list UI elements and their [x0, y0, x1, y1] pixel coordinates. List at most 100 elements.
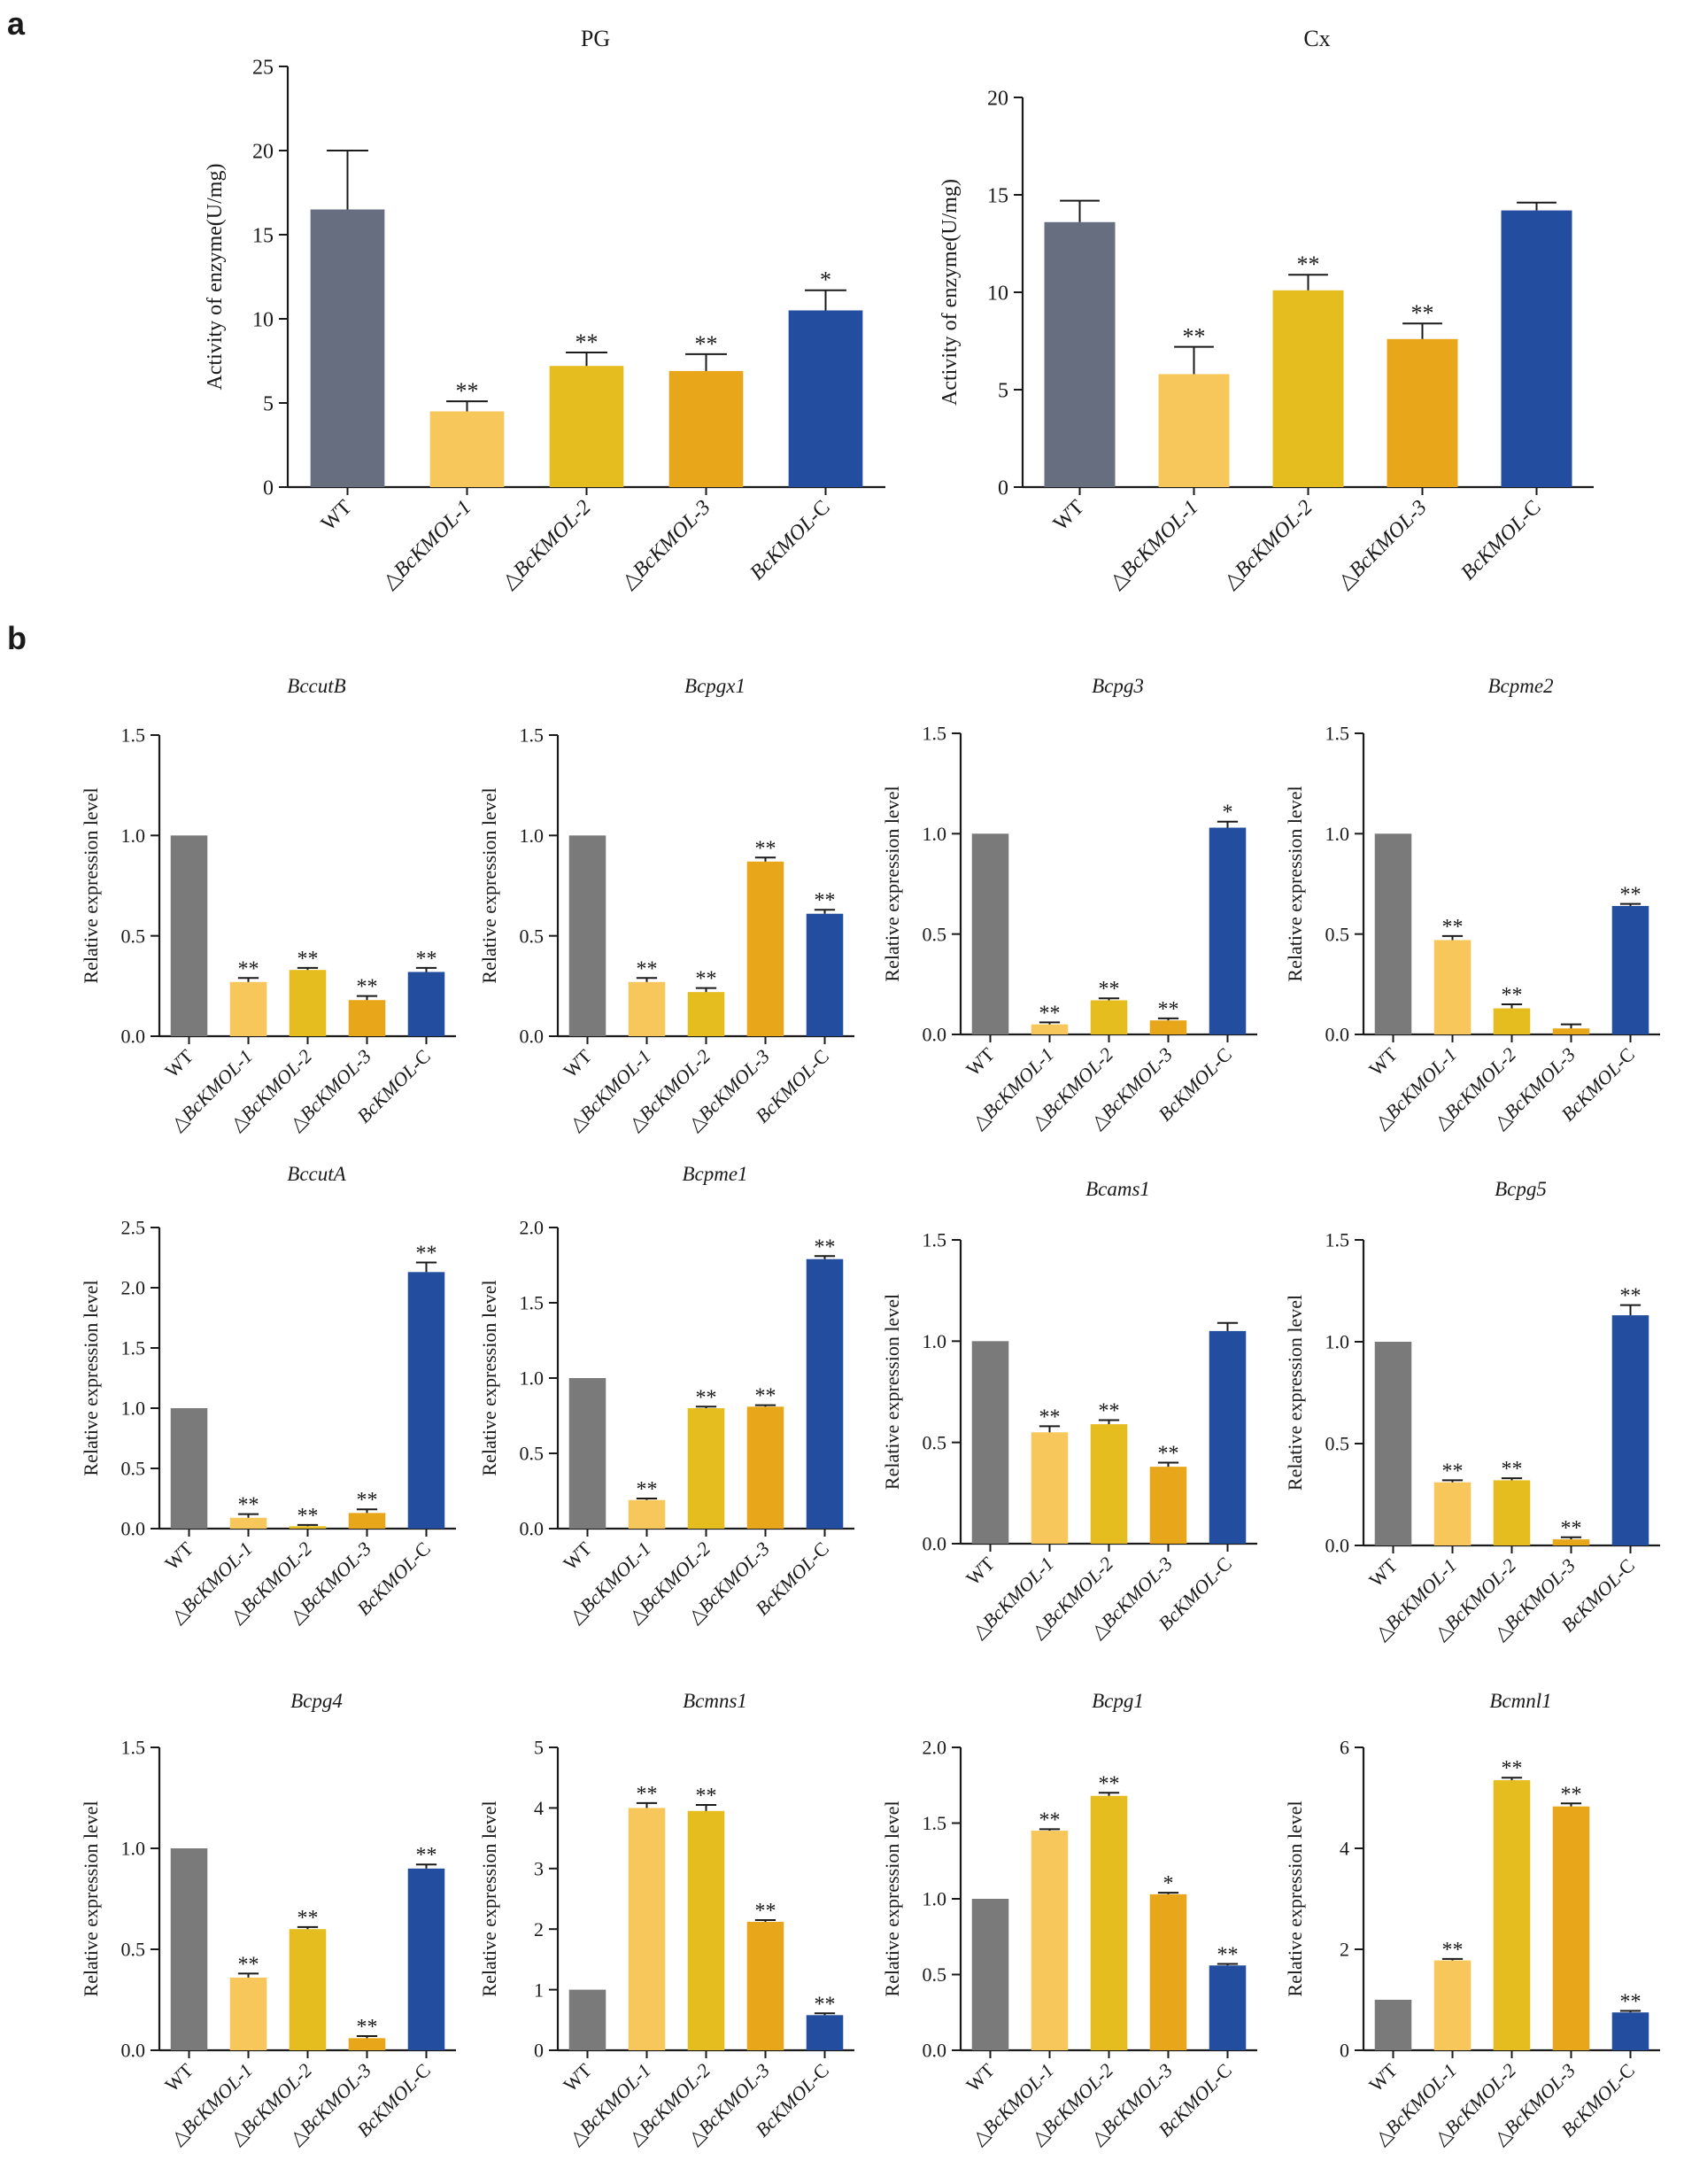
y-tick-label: 2 — [1340, 1939, 1349, 1961]
y-tick-label: 2 — [534, 1918, 544, 1940]
bar-1 — [229, 1977, 267, 2050]
y-axis-label: Relative expression level — [1284, 1801, 1306, 1996]
y-tick-label: 0.0 — [520, 1518, 545, 1540]
y-tick-label: 4 — [534, 1797, 544, 1819]
cat-gene: BcKMOL-3 — [629, 496, 715, 583]
significance-label: ** — [357, 1489, 378, 1512]
y-tick-label: 0.5 — [121, 925, 146, 947]
bar-1 — [429, 411, 505, 487]
y-tick-label: 0.0 — [520, 1026, 545, 1048]
y-tick-label: 0.5 — [520, 925, 545, 947]
y-tick-label: 0.5 — [1325, 1433, 1350, 1455]
bar-1 — [628, 981, 666, 1036]
y-tick-label: 6 — [1340, 1737, 1349, 1759]
significance-label: ** — [416, 1242, 437, 1265]
x-tick-label: WT — [1049, 496, 1089, 536]
y-axis-label: Relative expression level — [80, 787, 102, 983]
chart-bcpme2: Bcpme2 0.0 0.5 1.0 1.5 Relative expression le… — [1284, 675, 1660, 1134]
bar-2 — [1493, 1780, 1531, 2050]
significance-label: * — [1163, 1872, 1174, 1895]
bar-0 — [971, 1899, 1009, 2050]
significance-label: ** — [238, 1494, 259, 1517]
y-axis-label: Activity of enzyme(U/mg) — [204, 164, 227, 391]
chart-title: BccutA — [287, 1163, 346, 1185]
x-tick-label: WT — [962, 1042, 999, 1080]
y-tick-label: 0.5 — [121, 1458, 146, 1480]
bar-1 — [1433, 1482, 1472, 1545]
y-tick-label: 1.0 — [923, 823, 947, 845]
cat-gene: BcKMOL — [745, 511, 819, 585]
bar-2 — [687, 1408, 725, 1529]
bar-4 — [806, 1259, 844, 1529]
significance-label: ** — [1158, 998, 1179, 1021]
y-tick-label: 0.0 — [121, 1026, 146, 1048]
bar-0 — [1374, 833, 1412, 1034]
x-tick-label: BcKMOL-C — [745, 496, 834, 585]
x-tick-label: WT — [160, 2058, 197, 2095]
significance-label: ** — [1502, 1458, 1523, 1481]
y-tick-label: 1.5 — [923, 1229, 947, 1251]
cat-gene: BcKMOL-1 — [1116, 496, 1203, 583]
chart-bcpgx1: Bcpgx1 0.0 0.5 1.0 1.5 Relative expression le… — [478, 675, 854, 1135]
panel-label-a: a — [7, 5, 26, 42]
x-tick-label: △BcKMOL-1 — [1105, 496, 1203, 594]
chart-bccuta: BccutA 0.0 0.5 1.0 1.5 2.0 2.5 Relative express… — [80, 1163, 456, 1628]
bar-3 — [348, 2038, 386, 2050]
significance-label: ** — [1561, 1783, 1582, 1806]
x-tick-label: WT — [559, 1537, 596, 1574]
bar-4 — [1611, 1315, 1649, 1545]
bar-1 — [628, 1499, 666, 1529]
chart-title: Bcpg3 — [1092, 675, 1144, 697]
significance-label: ** — [637, 957, 658, 980]
y-tick-label: 1.5 — [1325, 723, 1350, 745]
y-tick-label: 0.0 — [923, 1533, 947, 1555]
y-tick-label: 1.0 — [1325, 823, 1350, 845]
x-tick-label: △BcKMOL-2 — [1219, 496, 1317, 594]
significance-label: * — [820, 267, 831, 293]
y-tick-label: 0.5 — [1325, 923, 1350, 945]
x-tick-label: △BcKMOL-2 — [498, 496, 596, 594]
chart-title: PG — [581, 26, 610, 51]
panel-label-b: b — [7, 620, 27, 656]
y-tick-label: 1 — [534, 1979, 544, 2001]
x-tick-label: WT — [962, 2058, 999, 2095]
bar-2 — [289, 970, 327, 1036]
bar-2 — [1090, 1424, 1128, 1544]
bar-0 — [568, 1989, 606, 2050]
bar-0 — [170, 1848, 208, 2050]
bar-0 — [971, 1341, 1009, 1544]
significance-label: ** — [637, 1783, 658, 1806]
bar-0 — [1044, 221, 1116, 488]
significance-label: ** — [696, 1785, 717, 1808]
bar-1 — [229, 1517, 267, 1529]
y-axis-label: Relative expression level — [881, 786, 903, 981]
y-tick-label: 10 — [987, 282, 1008, 305]
significance-label: ** — [696, 1386, 717, 1409]
y-tick-label: 0.5 — [520, 1443, 545, 1465]
cat-gene: BcKMOL-1 — [390, 496, 476, 583]
y-tick-label: 1.0 — [121, 1838, 146, 1860]
y-tick-label: 20 — [987, 87, 1008, 110]
bar-2 — [687, 1810, 725, 2050]
cat-gene: BcKMOL-2 — [509, 496, 596, 583]
significance-label: ** — [1561, 1517, 1582, 1540]
y-tick-label: 1.0 — [121, 825, 146, 847]
x-tick-label: WT — [160, 1537, 197, 1574]
y-tick-label: 10 — [252, 308, 274, 331]
y-axis-label: Relative expression level — [478, 1801, 500, 1996]
y-axis-label: Relative expression level — [1284, 786, 1306, 981]
y-tick-label: 3 — [534, 1858, 544, 1880]
significance-label: ** — [755, 1900, 776, 1923]
bar-3 — [668, 370, 744, 487]
significance-label: ** — [416, 1844, 437, 1867]
bar-0 — [1374, 1342, 1412, 1545]
x-tick-label: WT — [1364, 2058, 1402, 2095]
chart-title: Bcmnl1 — [1489, 1690, 1551, 1712]
chart-title: BccutB — [287, 675, 345, 697]
significance-label: ** — [297, 1907, 319, 1930]
bar-1 — [1031, 1432, 1069, 1544]
significance-label: ** — [1217, 1944, 1239, 1967]
y-tick-label: 15 — [252, 224, 274, 247]
